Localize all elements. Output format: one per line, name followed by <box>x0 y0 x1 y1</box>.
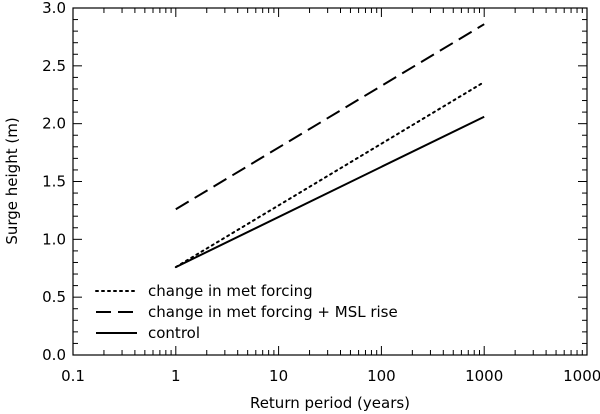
series-line-dotted <box>174 81 486 269</box>
series-line-solid <box>175 115 485 268</box>
legend-label: change in met forcing + MSL rise <box>148 303 398 321</box>
x-axis-title: Return period (years) <box>250 394 410 412</box>
x-tick-label: 10 <box>269 367 288 385</box>
x-tick-label: 1000 <box>465 367 503 385</box>
plot-frame <box>72 7 588 356</box>
x-tick-label: 0.1 <box>61 367 85 385</box>
y-tick-label: 1.5 <box>42 173 66 191</box>
y-tick-label: 1.0 <box>42 230 66 248</box>
y-tick-label: 0.5 <box>42 288 66 306</box>
legend-label: control <box>148 324 200 342</box>
y-tick-label: 3.0 <box>42 0 66 17</box>
y-tick-label: 0.0 <box>42 346 66 364</box>
series-line-dashed <box>175 23 485 211</box>
y-axis-title: Surge height (m) <box>3 117 21 244</box>
series-layer <box>174 23 486 269</box>
y-tick-label: 2.0 <box>42 115 66 133</box>
x-tick-label: 100 <box>367 367 396 385</box>
legend: change in met forcing change in met forci… <box>95 282 398 342</box>
y-tick-label: 2.5 <box>42 57 66 75</box>
x-tick-label: 1 <box>171 367 181 385</box>
legend-label: change in met forcing <box>148 282 313 300</box>
